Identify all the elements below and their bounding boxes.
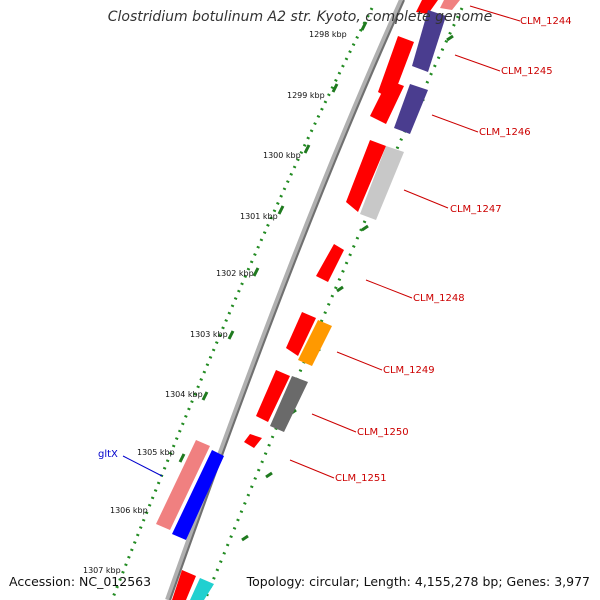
gene-arrow-gltx-b xyxy=(172,450,224,540)
gene-arrow-clm1246-b xyxy=(394,84,428,134)
gene-arrow-clm1246-a xyxy=(370,80,404,124)
kbp-label-1300: 1300 kbp xyxy=(263,151,301,160)
gene-arrow-clm1247-b xyxy=(360,146,404,220)
gene-label-clm1245: CLM_1245 xyxy=(501,66,553,77)
gene-labels: CLM_1244 CLM_1245 CLM_1246 CLM_1247 CLM_… xyxy=(98,16,572,484)
kbp-label-1304: 1304 kbp xyxy=(165,390,203,399)
gene-arrow-clm1244-a xyxy=(416,0,438,14)
gene-label-clm1250: CLM_1250 xyxy=(357,427,409,438)
kbp-label-1299: 1299 kbp xyxy=(287,91,325,100)
kbp-label-1307: 1307 kbp xyxy=(83,566,121,575)
genome-summary: Topology: circular; Length: 4,155,278 bp… xyxy=(246,574,590,589)
inner-ticks xyxy=(241,34,454,542)
gene-arrow-clm1244-b xyxy=(440,0,460,10)
accession-label: Accession: NC_012563 xyxy=(9,574,152,589)
gene-label-clm1244: CLM_1244 xyxy=(520,16,572,27)
kbp-label-1298: 1298 kbp xyxy=(309,30,347,39)
gene-arrow-clm1247-a xyxy=(346,140,386,212)
gene-arrow-clm1250-b xyxy=(270,376,308,432)
gene-arrow-clm1245-b xyxy=(412,10,446,72)
kbp-label-1302: 1302 kbp xyxy=(216,269,254,278)
gene-label-clm1248: CLM_1248 xyxy=(413,293,465,304)
gene-features xyxy=(156,0,460,600)
gene-arrow-gltx-a xyxy=(156,440,210,530)
gltx-callout xyxy=(122,455,163,477)
kbp-label-1303: 1303 kbp xyxy=(190,330,228,339)
gene-label-clm1246: CLM_1246 xyxy=(479,127,531,138)
gene-arrow-bottom-b xyxy=(190,578,214,600)
genome-backbone-shade xyxy=(169,0,405,600)
gene-callouts xyxy=(289,5,521,479)
gene-label-clm1249: CLM_1249 xyxy=(383,365,435,376)
gene-arrow-clm1249-a xyxy=(286,312,316,356)
gene-arrow-clm1251 xyxy=(244,434,262,448)
gene-arrow-clm1250-a xyxy=(256,370,290,422)
kbp-labels: 1298 kbp 1299 kbp 1300 kbp 1301 kbp 1302… xyxy=(83,30,347,575)
kbp-label-1305: 1305 kbp xyxy=(137,448,175,457)
gene-label-clm1251: CLM_1251 xyxy=(335,473,387,484)
kbp-ticks xyxy=(156,21,368,525)
kbp-label-1306: 1306 kbp xyxy=(110,506,148,515)
map-title: Clostridium botulinum A2 str. Kyoto, com… xyxy=(107,9,493,25)
gene-arrow-clm1248 xyxy=(316,244,344,282)
gene-arrow-bottom-a xyxy=(172,570,196,600)
gene-arrow-clm1249-b xyxy=(298,320,332,366)
kbp-label-1301: 1301 kbp xyxy=(240,212,278,221)
gene-label-clm1247: CLM_1247 xyxy=(450,204,502,215)
gene-label-gltx: gltX xyxy=(98,449,118,460)
inner-scale-ring xyxy=(203,7,464,600)
